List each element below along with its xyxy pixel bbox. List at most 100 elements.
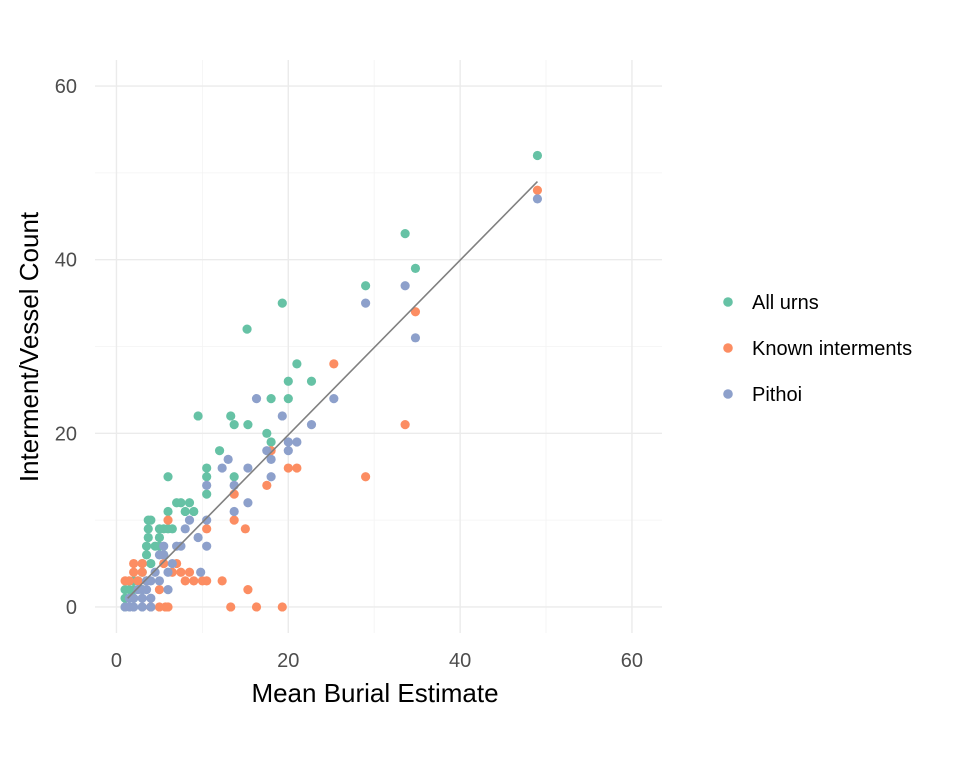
- data-point: [193, 532, 203, 543]
- data-point: [229, 480, 239, 491]
- data-point: [150, 567, 160, 577]
- data-point: [329, 393, 339, 404]
- x-axis-title: Mean Burial Estimate: [251, 678, 498, 708]
- data-point: [410, 333, 421, 343]
- data-point: [163, 567, 173, 577]
- data-point: [184, 498, 195, 508]
- data-point: [329, 359, 339, 369]
- data-point: [143, 532, 153, 543]
- data-point: [410, 263, 421, 273]
- data-point: [163, 506, 173, 517]
- data-point: [146, 515, 156, 525]
- data-point: [163, 515, 173, 525]
- data-point: [243, 584, 253, 595]
- data-point: [137, 602, 147, 612]
- data-point: [243, 498, 253, 508]
- data-point: [292, 437, 302, 447]
- data-point: [243, 463, 253, 473]
- legend-marker: [723, 343, 733, 353]
- data-point: [283, 376, 293, 386]
- data-point: [229, 472, 239, 482]
- data-point: [184, 567, 195, 577]
- data-point: [189, 506, 199, 517]
- data-point: [141, 541, 152, 551]
- data-point: [196, 567, 206, 577]
- points-layer: [120, 150, 543, 612]
- data-point: [202, 524, 212, 534]
- data-point: [176, 498, 186, 508]
- data-point: [141, 550, 152, 560]
- data-point: [266, 454, 276, 464]
- data-point: [214, 446, 225, 456]
- data-point: [229, 515, 239, 525]
- data-point: [176, 541, 186, 551]
- data-point: [532, 150, 543, 161]
- x-tick-label: 60: [621, 650, 643, 672]
- data-point: [137, 593, 147, 603]
- data-point: [306, 420, 317, 430]
- data-point: [361, 281, 371, 291]
- data-point: [176, 567, 186, 577]
- data-point: [277, 298, 287, 308]
- y-axis-title: Interment/Vessel Count: [14, 211, 44, 482]
- data-point: [129, 558, 139, 569]
- data-point: [240, 524, 250, 534]
- data-point: [180, 506, 190, 517]
- legend-label: All urns: [752, 292, 819, 314]
- data-point: [202, 463, 212, 473]
- data-point: [223, 454, 233, 464]
- data-point: [141, 584, 152, 595]
- data-point: [262, 428, 272, 438]
- data-point: [202, 489, 212, 499]
- data-point: [189, 576, 199, 586]
- data-point: [400, 229, 410, 239]
- data-point: [243, 420, 253, 430]
- data-point: [202, 541, 212, 551]
- data-point: [532, 185, 543, 195]
- y-tick-label: 60: [55, 76, 77, 98]
- data-point: [202, 515, 212, 525]
- data-point: [146, 558, 156, 569]
- data-point: [532, 194, 543, 204]
- legend-label: Pithoi: [752, 384, 802, 406]
- data-point: [159, 558, 169, 569]
- data-point: [129, 602, 139, 612]
- data-point: [283, 463, 293, 473]
- data-point: [193, 411, 203, 421]
- trend-line: [127, 180, 539, 599]
- data-point: [361, 298, 371, 308]
- data-point: [159, 541, 169, 551]
- data-point: [251, 393, 262, 404]
- data-point: [167, 524, 177, 534]
- data-point: [167, 558, 177, 569]
- legend-marker: [723, 389, 733, 399]
- data-point: [133, 576, 143, 586]
- data-point: [226, 411, 236, 421]
- data-point: [277, 602, 287, 612]
- data-point: [137, 567, 147, 577]
- data-point: [143, 524, 153, 534]
- data-point: [400, 420, 410, 430]
- data-point: [154, 532, 165, 543]
- y-axis-ticks: 0 20 40 60: [55, 76, 77, 619]
- data-point: [163, 472, 173, 482]
- data-point: [229, 506, 239, 517]
- data-point: [251, 602, 262, 612]
- data-point: [242, 324, 252, 334]
- data-point: [163, 602, 173, 612]
- data-point: [283, 437, 293, 447]
- data-point: [292, 463, 302, 473]
- data-point: [226, 602, 236, 612]
- data-point: [283, 393, 293, 404]
- data-point: [154, 576, 165, 586]
- data-point: [217, 463, 227, 473]
- data-point: [277, 411, 287, 421]
- data-point: [137, 558, 147, 569]
- data-point: [184, 515, 195, 525]
- x-axis-ticks: 0 20 40 60: [111, 650, 643, 672]
- y-tick-label: 0: [66, 597, 77, 619]
- data-point: [202, 480, 212, 491]
- data-point: [229, 420, 239, 430]
- data-point: [283, 446, 293, 456]
- legend-marker: [723, 297, 733, 307]
